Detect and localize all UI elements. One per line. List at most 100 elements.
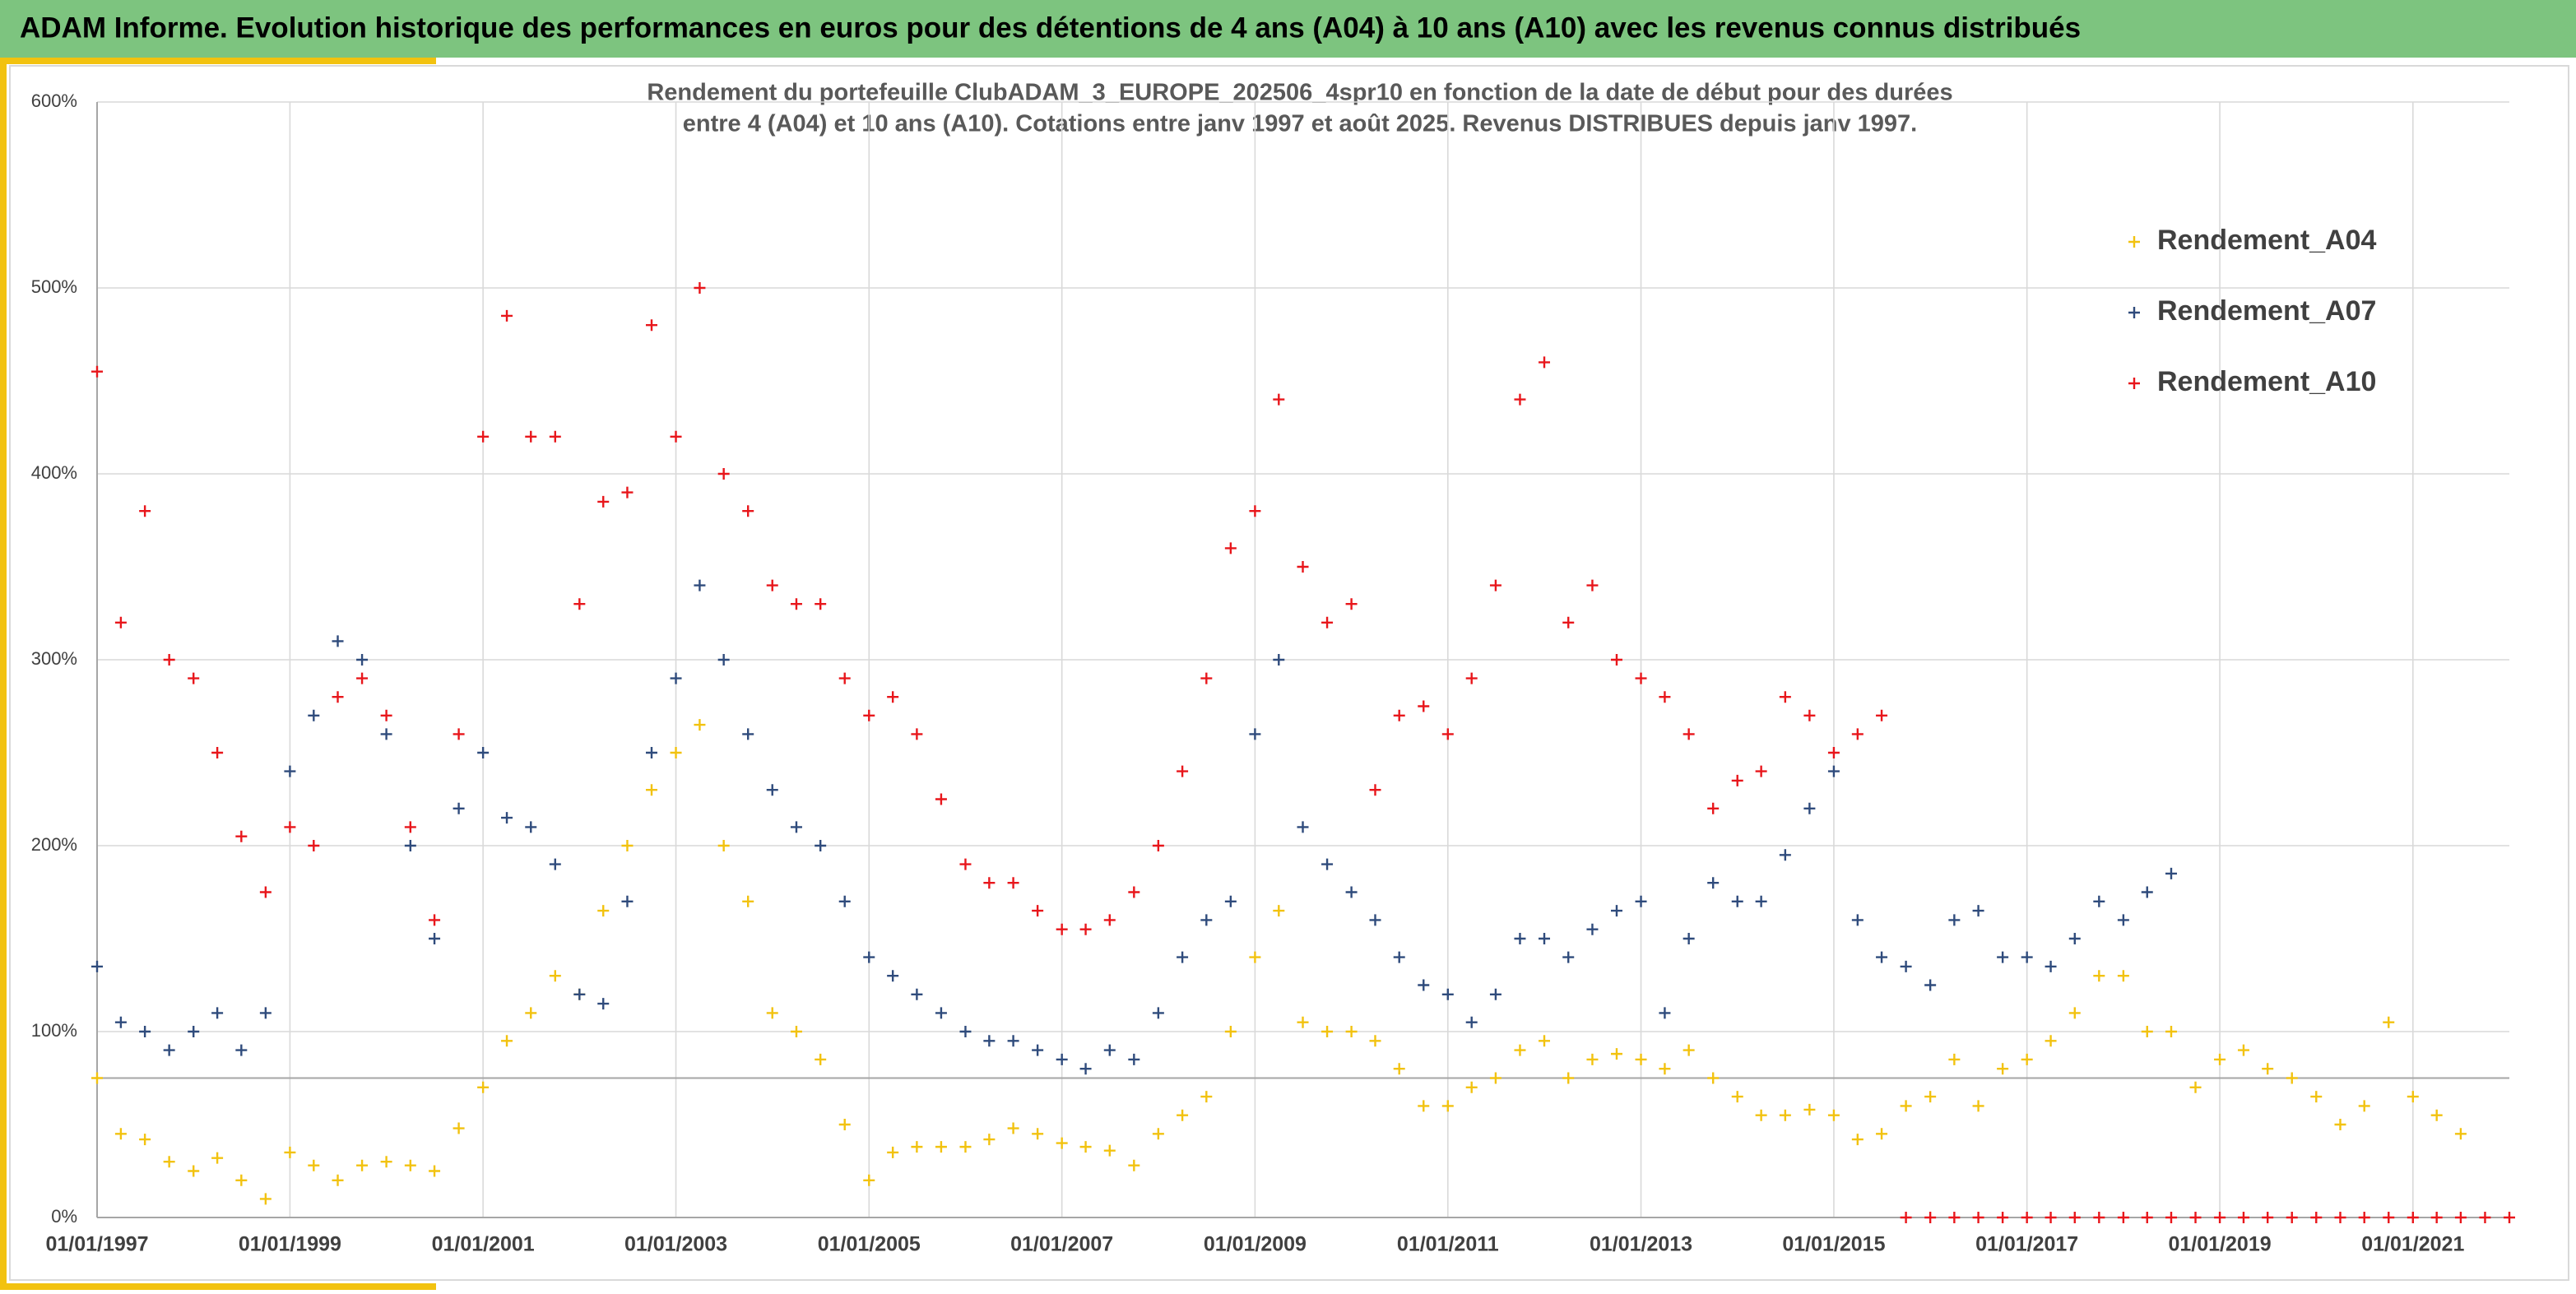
data-point [163, 1156, 175, 1168]
data-point [863, 951, 875, 963]
data-point [404, 821, 416, 833]
data-point [1321, 616, 1334, 628]
data-point [1369, 914, 1381, 926]
data-point [2310, 1091, 2323, 1103]
data-point [453, 1122, 465, 1134]
data-point [790, 1026, 802, 1037]
y-tick-label: 100% [31, 1020, 77, 1041]
data-point [1755, 895, 1767, 907]
data-point [1900, 960, 1912, 972]
data-point [911, 1141, 923, 1153]
data-point [1273, 393, 1285, 406]
data-point [1249, 951, 1261, 963]
data-point [1489, 579, 1502, 591]
data-point [1249, 728, 1261, 740]
data-point [742, 505, 754, 517]
data-point [2454, 1212, 2467, 1223]
data-point [1418, 1100, 1430, 1112]
data-point [815, 1053, 827, 1065]
data-point [815, 598, 827, 610]
data-point [670, 672, 682, 684]
data-point [1876, 951, 1888, 963]
data-point [1345, 598, 1358, 610]
data-point [766, 579, 778, 591]
data-point [2189, 1081, 2202, 1093]
chart-title: entre 4 (A04) et 10 ans (A10). Cotations… [683, 111, 1917, 137]
data-point [670, 430, 682, 443]
data-point [1827, 747, 1840, 758]
data-point [2141, 1026, 2153, 1037]
data-point [1103, 1144, 1116, 1157]
data-point [838, 895, 851, 907]
data-point [983, 877, 996, 889]
data-point [1803, 1103, 1816, 1115]
data-point [1103, 914, 1116, 926]
data-point [838, 672, 851, 684]
x-tick-label: 01/01/2019 [2169, 1233, 2272, 1256]
data-point [1224, 895, 1237, 907]
data-point [1731, 895, 1743, 907]
data-point [2117, 970, 2129, 982]
data-point [477, 1081, 490, 1093]
y-tick-label: 300% [31, 648, 77, 669]
data-point [2117, 914, 2129, 926]
data-point [983, 1134, 996, 1146]
data-point [2407, 1212, 2419, 1223]
accent [0, 1283, 436, 1290]
data-point [2141, 1212, 2153, 1223]
x-tick-label: 01/01/1999 [239, 1233, 341, 1256]
data-point [1007, 1035, 1019, 1047]
data-point [1441, 988, 1454, 1000]
data-point [1128, 1159, 1140, 1171]
data-point [1539, 356, 1551, 369]
data-point [2454, 1128, 2467, 1140]
data-point [501, 1035, 513, 1047]
data-point [1032, 905, 1044, 917]
data-point [1321, 1026, 1334, 1037]
data-point [2358, 1100, 2370, 1112]
data-point [1683, 933, 1695, 944]
data-point [356, 1159, 369, 1171]
data-point [959, 1141, 972, 1153]
data-point [670, 747, 682, 758]
data-point [1635, 895, 1647, 907]
data-point [308, 1159, 320, 1171]
x-tick-label: 01/01/2015 [1782, 1233, 1885, 1256]
data-point [597, 905, 610, 917]
data-point [1369, 784, 1381, 796]
x-tick-label: 01/01/1997 [45, 1233, 148, 1256]
data-point [815, 840, 827, 851]
data-point [1562, 616, 1575, 628]
y-tick-label: 200% [31, 834, 77, 855]
data-point [1079, 1141, 1092, 1153]
data-point [1177, 1109, 1189, 1121]
header-title: ADAM Informe. Evolution historique des p… [20, 12, 2081, 44]
data-point [1177, 765, 1189, 777]
data-point [2068, 1212, 2081, 1223]
data-point [1273, 905, 1285, 917]
data-point [1056, 1137, 1068, 1149]
data-point [1297, 1016, 1309, 1028]
y-tick-label: 0% [51, 1206, 77, 1227]
data-point [188, 1165, 200, 1177]
data-point [2383, 1016, 2395, 1028]
data-point [139, 505, 151, 517]
data-point [1514, 393, 1526, 406]
data-point [211, 1152, 224, 1164]
data-point [1635, 672, 1647, 684]
data-point [911, 728, 923, 740]
data-point [1007, 877, 1019, 889]
data-point [645, 784, 657, 796]
data-point [549, 970, 561, 982]
legend-label: Rendement_A07 [2157, 295, 2376, 327]
data-point [477, 430, 490, 443]
data-point [1972, 1212, 1984, 1223]
data-point [597, 998, 610, 1010]
data-point [863, 1174, 875, 1186]
data-point [2021, 951, 2033, 963]
data-point [1032, 1044, 1044, 1056]
x-tick-label: 01/01/2001 [432, 1233, 535, 1256]
data-point [597, 495, 610, 508]
